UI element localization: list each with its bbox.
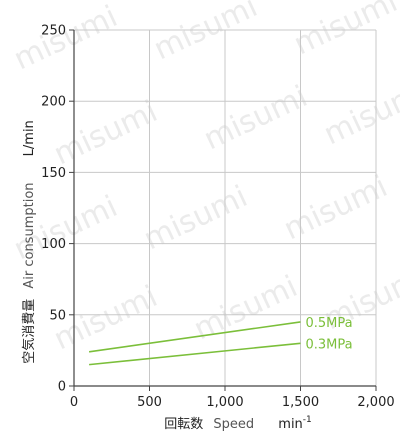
x-tick-label: 2,000 — [357, 395, 394, 410]
watermark-text: misumi — [9, 0, 123, 77]
series-label: 0.5MPa — [306, 316, 353, 331]
y-tick-label: 50 — [49, 308, 66, 323]
y-tick-label: 100 — [41, 237, 66, 252]
y-tick-label: 150 — [41, 166, 66, 181]
y-axis-label-main: 空気消費量 — [21, 299, 37, 364]
x-tick-labels: 0 500 1,000 1,500 2,000 — [70, 395, 395, 410]
x-tick-label: 1,000 — [206, 395, 243, 410]
watermark-text: misumi — [199, 79, 313, 157]
series-labels: 0.5MPa 0.3MPa — [306, 316, 353, 352]
y-axis-label-unit: L/min — [22, 120, 37, 156]
x-tick-label: 500 — [137, 395, 162, 410]
x-axis-label-unit: min — [278, 417, 303, 432]
watermark-text: misumi — [139, 179, 253, 257]
y-tick-label: 0 — [58, 380, 66, 395]
y-axis-label: 空気消費量 Air consumption L/min — [21, 120, 37, 364]
x-tick-label: 0 — [70, 395, 78, 410]
series-line — [88, 321, 301, 353]
y-tick-label: 250 — [41, 24, 66, 39]
x-tick-label: 1,500 — [282, 395, 319, 410]
series-lines — [88, 321, 301, 366]
watermark-text: misumi — [319, 74, 400, 152]
axes — [69, 29, 377, 391]
watermark-text: misumi — [149, 0, 263, 67]
x-axis-label-main: 回転数 — [164, 417, 203, 432]
y-tick-labels: 0 50 100 150 200 250 — [41, 24, 66, 395]
series-line — [89, 342, 301, 366]
y-tick-label: 200 — [41, 95, 66, 110]
watermark-text: misumi — [289, 0, 400, 62]
y-axis-label-en: Air consumption — [22, 182, 37, 288]
x-axis-label-unit-sup: -1 — [303, 415, 312, 425]
x-axis-label-en: Speed — [213, 417, 254, 432]
series-label: 0.3MPa — [306, 337, 353, 352]
x-axis-label: 回転数 Speed min-1 — [164, 415, 312, 432]
